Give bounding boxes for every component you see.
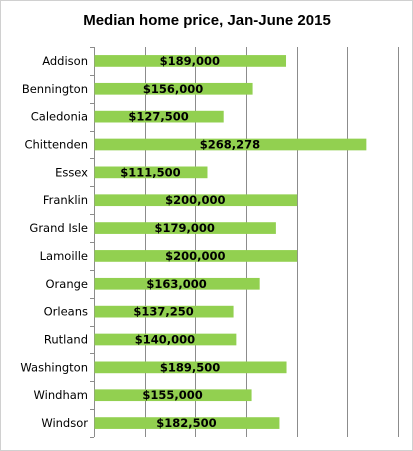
bar: [94, 194, 298, 207]
bar: [94, 55, 287, 67]
data-label: $137,250: [133, 305, 193, 319]
bar: [94, 82, 253, 95]
data-labels: $189,000 $156,000 $127,500 $268,278 $111,500…: [120, 54, 260, 430]
bar: [94, 333, 237, 346]
data-label: $127,500: [128, 110, 188, 124]
category-label: Orleans: [44, 305, 88, 319]
bar: [94, 250, 298, 262]
chart-title: Median home price, Jan-June 2015: [83, 12, 331, 29]
category-label: Orange: [46, 277, 89, 291]
data-label: $200,000: [165, 249, 225, 263]
data-label: $179,000: [154, 221, 214, 235]
category-label: Chittenden: [24, 138, 88, 152]
category-label: Windham: [34, 388, 88, 402]
bar: [94, 305, 234, 318]
category-label: Essex: [55, 165, 88, 179]
category-label: Franklin: [43, 193, 88, 207]
bar: [94, 277, 260, 290]
data-label: $156,000: [143, 82, 203, 96]
bar: [94, 166, 208, 179]
data-label: $163,000: [146, 277, 206, 291]
data-label: $200,000: [165, 193, 225, 207]
category-label: Lamoille: [40, 249, 88, 263]
category-label: Windsor: [41, 416, 88, 430]
bar: [94, 361, 287, 374]
data-label: $155,000: [142, 388, 202, 402]
category-label: Rutland: [44, 333, 88, 347]
bar: [94, 389, 252, 402]
bar: [94, 138, 367, 151]
category-label: Grand Isle: [29, 221, 88, 235]
gridlines: [90, 47, 399, 438]
data-label: $268,278: [200, 138, 260, 152]
data-label: $189,000: [160, 54, 220, 68]
bar: [94, 222, 276, 234]
data-label: $189,500: [160, 360, 220, 374]
bar: [94, 417, 280, 429]
category-label: Caledonia: [31, 110, 88, 124]
category-label: Bennington: [22, 82, 88, 96]
category-labels: Addison Bennington Caledonia Chittenden Esse…: [20, 54, 88, 430]
data-label: $111,500: [120, 165, 180, 179]
bars: [94, 55, 367, 429]
category-label: Washington: [20, 360, 88, 374]
category-label: Addison: [42, 54, 88, 68]
data-label: $182,500: [156, 416, 216, 430]
data-label: $140,000: [135, 333, 195, 347]
bar: [94, 110, 224, 123]
